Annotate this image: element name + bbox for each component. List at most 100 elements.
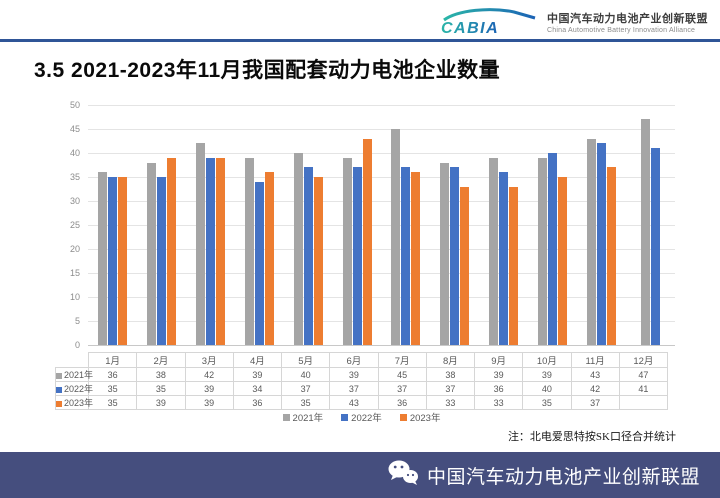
legend-swatch-icon <box>399 413 407 421</box>
table-cell: 38 <box>425 367 476 382</box>
bar <box>499 172 509 345</box>
org-name-zh: 中国汽车动力电池产业创新联盟 <box>547 13 708 26</box>
bar-group-12月 <box>626 105 675 345</box>
legend-item: 2021年 <box>282 410 323 424</box>
legend-item: 2023年 <box>399 410 440 424</box>
bar <box>558 177 568 345</box>
bar <box>117 177 127 345</box>
chart-y-axis: 0 5 10 15 20 25 30 35 40 45 50 <box>55 100 83 350</box>
bar-chart: 0 5 10 15 20 25 30 35 40 45 50 <box>55 100 675 350</box>
bar-group-3月 <box>186 105 235 345</box>
gridline <box>88 225 675 226</box>
chart-legend: 2021年 2022年 2023年 <box>55 410 668 424</box>
bar <box>411 172 421 345</box>
table-cell <box>618 395 669 410</box>
table-cell: 33 <box>425 395 476 410</box>
bar <box>460 186 470 345</box>
y-tick-label: 25 <box>69 220 80 230</box>
series-swatch-icon <box>56 400 62 407</box>
y-tick-label: 0 <box>74 340 80 350</box>
bar-group-11月 <box>577 105 626 345</box>
bar-groups <box>88 105 675 345</box>
series-label: 2021年 <box>55 367 93 382</box>
bar-group-8月 <box>430 105 479 345</box>
bar-group-2月 <box>137 105 186 345</box>
bar <box>195 143 205 345</box>
gridline <box>88 201 675 202</box>
table-head-row: 1月 2月 3月 4月 5月 6月 7月 8月 9月 10月 11月 12月 <box>55 352 669 368</box>
table-cell: 34 <box>232 381 283 396</box>
table-cell: 40 <box>280 367 331 382</box>
month-header: 9月 <box>473 352 524 368</box>
y-tick-label: 50 <box>69 100 80 110</box>
table-cell: 37 <box>280 381 331 396</box>
series-swatch-icon <box>56 386 62 393</box>
y-tick-label: 45 <box>69 124 80 134</box>
bar-group-6月 <box>333 105 382 345</box>
table-cell: 35 <box>87 381 138 396</box>
gridline <box>88 297 675 298</box>
bar <box>548 153 558 345</box>
y-tick-label: 35 <box>69 172 80 182</box>
table-cell: 37 <box>570 395 620 410</box>
bar <box>342 157 352 345</box>
bar-group-5月 <box>284 105 333 345</box>
bar <box>401 167 411 345</box>
table-cell: 39 <box>329 367 379 382</box>
gridline <box>88 345 675 346</box>
table-row: 2022年 35 35 39 34 37 37 37 37 36 40 42 41 <box>55 381 669 396</box>
legend-swatch-icon <box>341 413 349 421</box>
bar-group-10月 <box>528 105 577 345</box>
table-cell: 36 <box>377 395 427 410</box>
bar <box>450 167 460 345</box>
bar <box>509 186 519 345</box>
table-row: 2023年 35 39 39 36 35 43 36 33 33 35 37 <box>55 395 669 410</box>
gridline <box>88 105 675 106</box>
bar <box>362 138 372 345</box>
month-header: 7月 <box>377 352 427 368</box>
series-swatch-icon <box>56 372 62 379</box>
month-header: 3月 <box>184 352 234 368</box>
month-header: 4月 <box>232 352 283 368</box>
chart-plot <box>88 105 675 346</box>
gridline <box>88 249 675 250</box>
bar <box>352 167 362 345</box>
bar <box>215 157 225 345</box>
org-name-block: 中国汽车动力电池产业创新联盟 China Automotive Battery … <box>547 13 708 36</box>
svg-text:CABIA: CABIA <box>441 20 499 37</box>
bar <box>440 162 450 345</box>
table-cell: 39 <box>522 367 572 382</box>
bar <box>303 167 313 345</box>
y-tick-label: 30 <box>69 196 80 206</box>
bar <box>489 157 499 345</box>
table-cell: 39 <box>232 367 283 382</box>
bar <box>293 153 303 345</box>
table-cell: 39 <box>184 395 234 410</box>
table-cell: 35 <box>522 395 572 410</box>
table-cell: 42 <box>570 381 620 396</box>
gridline <box>88 177 675 178</box>
month-header: 2月 <box>136 352 186 368</box>
table-body: 2021年 36 38 42 39 40 39 45 38 39 39 43 47 2022年 35 35 39… <box>55 367 669 410</box>
bar <box>97 172 107 345</box>
table-cell: 36 <box>473 381 524 396</box>
bar <box>205 157 215 345</box>
bar <box>244 157 254 345</box>
bar <box>587 138 597 345</box>
bar-group-9月 <box>479 105 528 345</box>
month-header: 11月 <box>570 352 620 368</box>
table-cell: 45 <box>377 367 427 382</box>
table-cell: 42 <box>184 367 234 382</box>
table-cell: 36 <box>87 367 138 382</box>
table-cell: 43 <box>329 395 379 410</box>
table-cell: 47 <box>618 367 669 382</box>
table-cell: 38 <box>136 367 186 382</box>
table-cell: 39 <box>473 367 524 382</box>
gridline <box>88 273 675 274</box>
footnote: 注：北电爱思特按SK口径合并统计 <box>507 431 676 443</box>
y-tick-label: 10 <box>69 292 80 302</box>
y-tick-label: 15 <box>69 268 80 278</box>
month-header: 10月 <box>522 352 572 368</box>
month-header: 5月 <box>280 352 331 368</box>
y-tick-label: 20 <box>69 244 80 254</box>
